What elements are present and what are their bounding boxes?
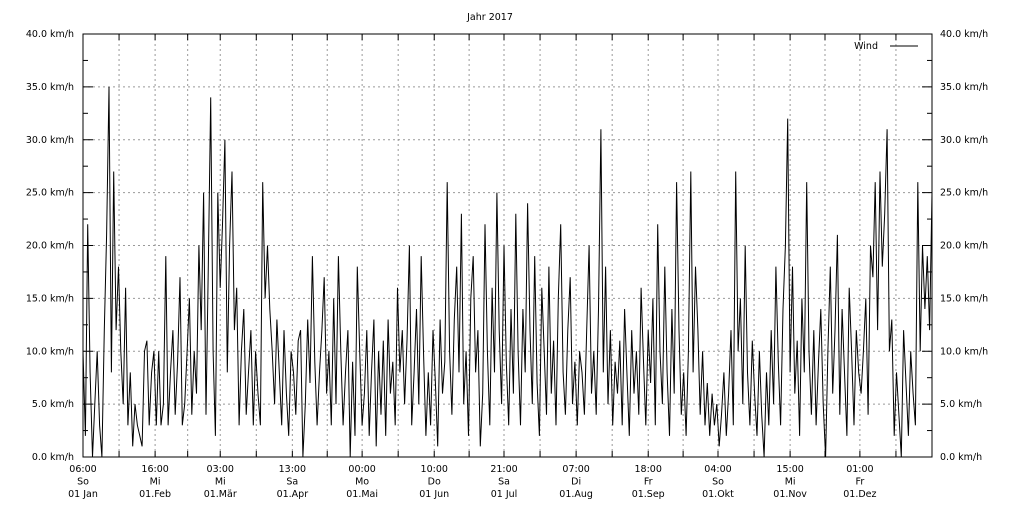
x-tick-label-time: 00:00 [348,464,375,475]
x-tick-label-date: 01.Okt [702,489,734,500]
x-tick-label-day: Mi [785,477,796,488]
y-tick-label-right: 15.0 km/h [940,293,988,304]
x-tick-label-date: 01.Aug [559,489,593,500]
x-tick-label-time: 07:00 [562,464,589,475]
x-tick-label-date: 01.Apr [277,489,309,500]
x-tick-label-day: Fr [644,477,653,488]
y-tick-label-left: 15.0 km/h [26,293,74,304]
x-tick-label-day: So [77,477,89,488]
x-tick-label-day: Mi [150,477,161,488]
series-line-wind [82,86,933,458]
y-tick-label-left: 30.0 km/h [26,135,74,146]
x-tick-label-day: Sa [286,477,298,488]
x-tick-label-date: 01.Mär [204,489,237,500]
y-tick-label-right: 20.0 km/h [940,241,988,252]
x-tick-label-day: Sa [498,477,510,488]
x-tick-label-date: 01.Feb [139,489,171,500]
x-tick-label-date: 01 Jan [68,489,98,500]
y-tick-label-left: 40.0 km/h [26,29,74,40]
y-tick-label-right: 10.0 km/h [940,346,988,357]
x-tick-label-time: 01:00 [846,464,873,475]
y-tick-label-right: 40.0 km/h [940,29,988,40]
x-tick-label-time: 18:00 [635,464,662,475]
x-tick-label-time: 03:00 [207,464,234,475]
x-tick-label-day: So [712,477,724,488]
x-tick-label-day: Do [428,477,441,488]
x-tick-label-time: 16:00 [141,464,168,475]
y-tick-label-left: 5.0 km/h [32,399,74,410]
y-tick-label-right: 5.0 km/h [940,399,982,410]
legend: Wind [854,41,918,52]
x-tick-label-day: Mo [355,477,369,488]
y-tick-label-left: 20.0 km/h [26,241,74,252]
x-tick-label-time: 04:00 [704,464,731,475]
y-tick-label-right: 0.0 km/h [940,452,982,463]
x-tick-label-date: 01.Mai [346,489,378,500]
y-tick-label-right: 30.0 km/h [940,135,988,146]
legend-label-wind: Wind [854,41,878,52]
x-tick-label-time: 13:00 [279,464,306,475]
y-tick-label-left: 10.0 km/h [26,346,74,357]
x-tick-label-date: 01.Sep [632,489,665,500]
x-tick-label-day: Mi [215,477,226,488]
x-tick-label-date: 01 Jul [491,489,518,500]
y-tick-label-right: 25.0 km/h [940,188,988,199]
y-axis: 0.0 km/h 0.0 km/h 5.0 km/h 5.0 km/h 10.0 km/… [26,29,988,463]
x-tick-label-time: 06:00 [69,464,96,475]
x-tick-label-time: 10:00 [421,464,448,475]
x-tick-label-date: 01 Jun [419,489,449,500]
x-tick-label-date: 01.Nov [773,489,807,500]
x-tick-label-date: 01.Dez [843,489,876,500]
chart-title: Jahr 2017 [466,12,513,23]
x-tick-label-day: Di [571,477,581,488]
y-tick-label-left: 25.0 km/h [26,188,74,199]
y-tick-label-left: 35.0 km/h [26,82,74,93]
y-tick-label-right: 35.0 km/h [940,82,988,93]
x-tick-label-time: 21:00 [490,464,517,475]
y-tick-label-left: 0.0 km/h [32,452,74,463]
x-tick-label-day: Fr [856,477,865,488]
plot-frame [82,33,933,458]
x-tick-label-time: 15:00 [776,464,803,475]
